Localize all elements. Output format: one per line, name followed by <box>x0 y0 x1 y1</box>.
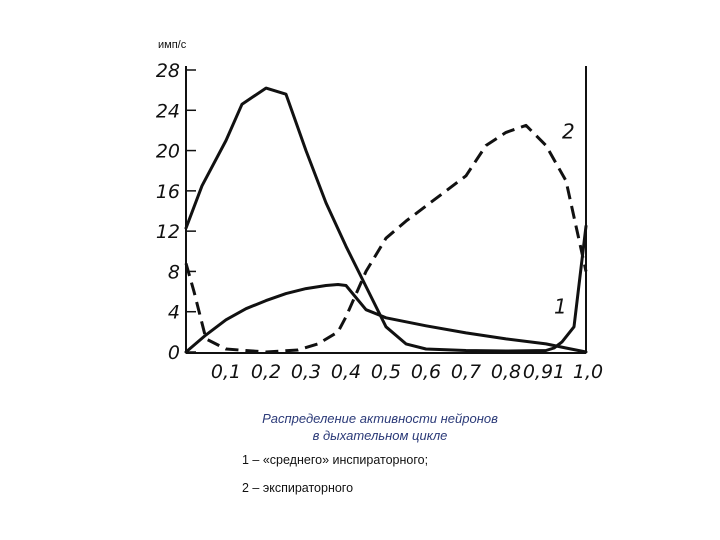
series-tag-2: 2 <box>562 119 575 143</box>
x-tick-label: 1,0 <box>573 361 603 383</box>
caption-line-2: в дыхательном цикле <box>312 428 448 443</box>
axes <box>185 66 587 354</box>
x-tick-label: 0,1 <box>211 361 241 383</box>
series-tags: 12 <box>554 119 575 318</box>
series-line-1-1 <box>184 86 588 353</box>
x-tick-label: 0,6 <box>411 361 441 383</box>
x-tick-label: 0,2 <box>251 361 281 383</box>
y-tick-label: 24 <box>156 100 180 122</box>
y-tick-label: 8 <box>168 261 180 283</box>
series-line-2-3 <box>184 123 588 354</box>
caption-line-1: Распределение активности нейронов <box>262 411 498 426</box>
y-tick-label: 4 <box>168 302 180 324</box>
x-tick-label: 0,91 <box>523 361 565 383</box>
x-tick-label: 0,5 <box>371 361 401 383</box>
y-tick-label: 16 <box>156 181 180 203</box>
x-tick-label: 0,3 <box>291 361 321 383</box>
chart-caption: Распределение активности нейронов в дыха… <box>220 410 540 444</box>
y-tick-label: 20 <box>156 141 180 163</box>
series-tag-1: 1 <box>554 295 567 319</box>
series-line-1-2 <box>184 283 588 354</box>
y-axis-unit-label: имп/с <box>158 39 187 51</box>
legend-item-1: 1 – «среднего» инспираторного; <box>242 453 429 467</box>
x-tick-label: 0,8 <box>491 361 521 383</box>
series-group <box>184 86 588 354</box>
y-tick-label: 0 <box>168 342 180 364</box>
x-tick-label: 0,7 <box>451 361 481 383</box>
y-tick-label: 12 <box>156 221 180 243</box>
x-tick-label: 0,4 <box>331 361 361 383</box>
legend-item-2: 2 – экспираторного <box>242 481 354 495</box>
y-tick-label: 28 <box>156 60 180 82</box>
